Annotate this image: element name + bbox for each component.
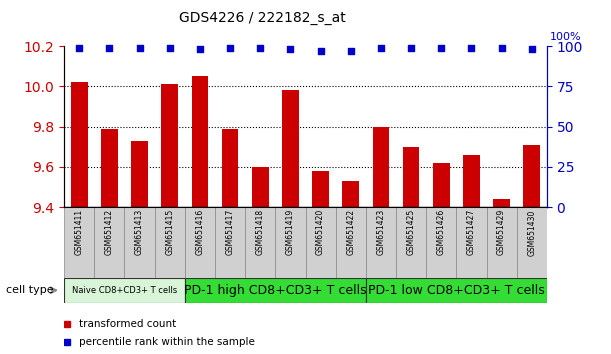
Bar <box>161 84 178 207</box>
Bar <box>192 76 208 207</box>
Text: GSM651426: GSM651426 <box>437 209 446 256</box>
Point <box>195 46 205 52</box>
Bar <box>524 145 540 207</box>
Text: percentile rank within the sample: percentile rank within the sample <box>79 337 255 347</box>
Text: GSM651418: GSM651418 <box>256 209 265 255</box>
Text: GSM651416: GSM651416 <box>196 209 205 256</box>
Text: GDS4226 / 222182_s_at: GDS4226 / 222182_s_at <box>180 11 346 25</box>
Bar <box>252 167 269 207</box>
Text: GSM651419: GSM651419 <box>286 209 295 256</box>
Text: GSM651423: GSM651423 <box>376 209 386 256</box>
Bar <box>306 207 335 278</box>
Point <box>406 45 416 51</box>
Bar <box>366 207 396 278</box>
Point <box>436 45 446 51</box>
Bar <box>426 207 456 278</box>
Text: GSM651411: GSM651411 <box>75 209 84 255</box>
Point <box>255 45 265 51</box>
Point <box>75 45 84 51</box>
Point <box>134 45 144 51</box>
Bar <box>125 207 155 278</box>
Bar <box>101 129 118 207</box>
Bar <box>131 141 148 207</box>
Bar <box>342 181 359 207</box>
Text: PD-1 low CD8+CD3+ T cells: PD-1 low CD8+CD3+ T cells <box>368 284 545 297</box>
Point <box>467 45 477 51</box>
Point <box>527 46 536 52</box>
Bar <box>373 126 389 207</box>
Bar <box>517 207 547 278</box>
Text: GSM651425: GSM651425 <box>406 209 415 256</box>
Bar <box>282 90 299 207</box>
Point <box>104 45 114 51</box>
Point <box>165 45 175 51</box>
Bar <box>493 199 510 207</box>
Bar <box>185 207 215 278</box>
Text: GSM651427: GSM651427 <box>467 209 476 256</box>
Bar <box>366 278 547 303</box>
Bar <box>433 163 450 207</box>
Point <box>497 45 507 51</box>
Bar <box>335 207 366 278</box>
Point <box>316 48 326 54</box>
Text: 100%: 100% <box>550 33 582 42</box>
Point <box>346 48 356 54</box>
Point <box>225 45 235 51</box>
Bar <box>403 147 419 207</box>
Text: GSM651420: GSM651420 <box>316 209 325 256</box>
Bar <box>185 278 366 303</box>
Bar <box>222 129 238 207</box>
Text: PD-1 high CD8+CD3+ T cells: PD-1 high CD8+CD3+ T cells <box>184 284 367 297</box>
Bar <box>71 82 87 207</box>
Point <box>285 46 295 52</box>
Text: GSM651422: GSM651422 <box>346 209 355 255</box>
Text: GSM651429: GSM651429 <box>497 209 506 256</box>
Bar <box>312 171 329 207</box>
Bar <box>64 278 185 303</box>
Text: GSM651415: GSM651415 <box>165 209 174 256</box>
Bar <box>463 155 480 207</box>
Bar <box>215 207 245 278</box>
Point <box>376 45 386 51</box>
Text: Naive CD8+CD3+ T cells: Naive CD8+CD3+ T cells <box>72 286 177 295</box>
Bar <box>155 207 185 278</box>
Text: GSM651430: GSM651430 <box>527 209 536 256</box>
Text: GSM651412: GSM651412 <box>105 209 114 255</box>
Bar <box>396 207 426 278</box>
Bar <box>245 207 276 278</box>
Text: transformed count: transformed count <box>79 319 176 329</box>
Bar <box>276 207 306 278</box>
Bar <box>456 207 486 278</box>
Bar <box>94 207 125 278</box>
Text: cell type: cell type <box>6 285 54 295</box>
Text: GSM651417: GSM651417 <box>225 209 235 256</box>
Bar <box>486 207 517 278</box>
Text: GSM651413: GSM651413 <box>135 209 144 256</box>
Bar <box>64 207 94 278</box>
